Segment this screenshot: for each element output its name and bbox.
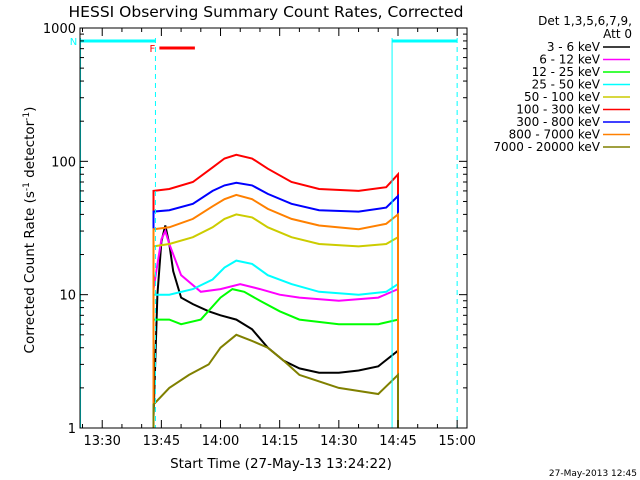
footer-date: 27-May-2013 12:45 — [549, 469, 637, 479]
observing-bar-label: N — [70, 37, 77, 48]
legend-label: 6 - 12 keV — [539, 53, 601, 67]
y-tick-label: 10 — [59, 289, 76, 304]
legend-header-attenuator: Att 0 — [603, 27, 632, 41]
legend-label: 100 - 300 keV — [516, 103, 600, 117]
observing-bar-label: F — [150, 44, 156, 55]
plot-frame — [79, 27, 468, 429]
x-tick-label: 14:15 — [261, 434, 298, 449]
x-tick-label: 13:45 — [143, 434, 180, 449]
legend-label: 12 - 25 keV — [532, 65, 601, 79]
x-tick-label: 15:00 — [438, 434, 475, 449]
y-axis-label: Corrected Count Rate (s-1 detector-1) — [22, 107, 38, 354]
x-axis-label: Start Time (27-May-13 13:24:22) — [170, 456, 392, 472]
series-line — [152, 225, 399, 428]
series-line — [152, 193, 399, 428]
series-line — [152, 259, 399, 428]
y-tick-label: 1 — [68, 422, 76, 437]
series-line — [152, 228, 399, 428]
legend-label: 3 - 6 keV — [547, 40, 601, 54]
x-tick-label: 14:00 — [202, 434, 239, 449]
legend-label: 800 - 7000 keV — [509, 128, 601, 142]
y-tick-label: 1000 — [43, 22, 76, 37]
observing-bars-group: FN — [70, 37, 458, 428]
axes-group: 1 10 100 1000 13:30 13:45 14:00 14:15 14:30 14:45… — [43, 22, 476, 449]
x-tick-label: 14:45 — [379, 434, 416, 449]
x-tick-label: 14:30 — [320, 434, 357, 449]
series-line — [152, 333, 399, 428]
y-tick-label: 100 — [51, 155, 76, 170]
series-line — [152, 213, 399, 428]
x-tick-label: 13:30 — [83, 434, 120, 449]
series-line — [152, 153, 399, 428]
chart-title: HESSI Observing Summary Count Rates, Cor… — [69, 3, 464, 21]
series-line — [152, 181, 399, 428]
plot-series-group — [152, 153, 399, 428]
legend-header-detectors: Det 1,3,5,6,7,9, — [538, 14, 632, 28]
legend-label: 25 - 50 keV — [532, 78, 601, 92]
legend-label: 50 - 100 keV — [524, 90, 601, 104]
legend-label: 300 - 800 keV — [516, 115, 600, 129]
legend-label: 7000 - 20000 keV — [493, 140, 600, 154]
series-line — [152, 288, 399, 428]
